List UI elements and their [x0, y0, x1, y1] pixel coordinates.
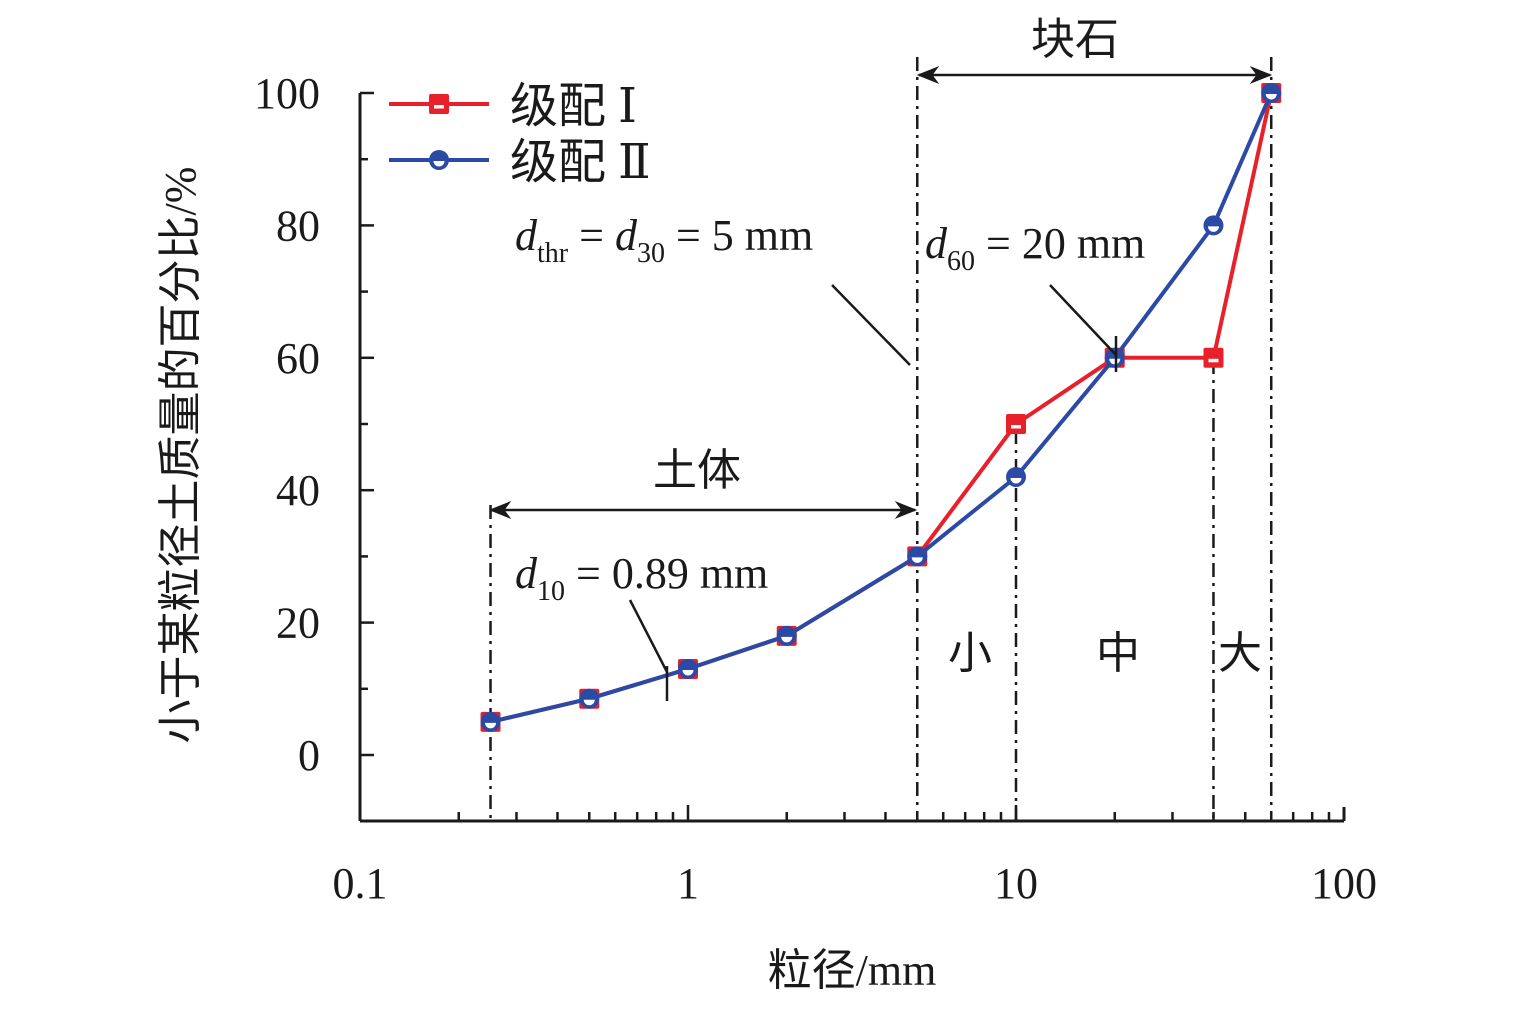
d10-leader [628, 599, 669, 673]
circle-marker-highlight [781, 636, 793, 643]
circle-marker [1104, 347, 1125, 368]
circle-marker-highlight [433, 161, 445, 167]
legend-item-1: 级配 Ⅰ [389, 80, 637, 133]
square-marker-highlight [1011, 425, 1021, 429]
soil-label: 土体 [653, 446, 741, 495]
y-axis-label: 小于某粒径土质量的百分比/% [156, 167, 205, 744]
x-tick-label: 0.1 [333, 859, 388, 908]
circle-marker [907, 546, 928, 567]
circle-marker-highlight [911, 557, 923, 563]
circle-marker-highlight [1109, 358, 1121, 365]
circle-marker [678, 658, 698, 679]
circle-marker-highlight [1207, 226, 1219, 232]
dthr-leader [831, 284, 911, 366]
square-marker [429, 94, 449, 114]
circle-marker [1261, 83, 1282, 103]
legend-label: 级配 Ⅰ [510, 80, 637, 133]
d60-annotation: d60 = 20 mm [925, 219, 1145, 277]
x-tick-label: 10 [994, 859, 1038, 908]
large-label: 大 [1218, 629, 1262, 678]
legend-label: 级配 Ⅱ [510, 136, 651, 189]
reference-lines [489, 57, 1273, 821]
square-marker-highlight [434, 105, 444, 109]
medium-label: 中 [1096, 629, 1140, 678]
d60-leader [1049, 284, 1117, 356]
series-2 [480, 83, 1282, 732]
circle-marker [579, 688, 600, 709]
y-tick-label: 100 [254, 69, 320, 118]
y-tick-label: 60 [276, 334, 320, 383]
circle-marker [776, 625, 797, 646]
series-group [480, 83, 1282, 732]
square-marker [1203, 347, 1224, 368]
circle-marker-highlight [583, 699, 595, 706]
circle-marker [429, 150, 449, 170]
y-tick-label: 80 [276, 201, 320, 250]
axes: 0.1 1 10 100 0 20 40 60 80 100 [254, 69, 1377, 908]
square-marker-highlight [1208, 358, 1219, 363]
circle-marker-highlight [1010, 477, 1022, 484]
circle-marker [1006, 466, 1026, 487]
circle-marker [1203, 215, 1224, 236]
y-tick-label: 40 [276, 466, 320, 515]
dthr-annotation: dthr = d30 = 5 mm [515, 211, 813, 269]
legend: 级配 Ⅰ级配 Ⅱ [389, 80, 651, 189]
x-axis-label: 粒径/mm [768, 946, 937, 995]
circle-marker-highlight [1265, 94, 1277, 100]
d10-annotation: d10 = 0.89 mm [515, 549, 768, 607]
small-label: 小 [948, 629, 992, 678]
circle-marker [480, 711, 501, 732]
x-tick-label: 1 [677, 859, 699, 908]
circle-marker-highlight [682, 669, 694, 676]
block-stone-label: 块石 [1031, 15, 1119, 64]
x-tick-label: 100 [1311, 859, 1377, 908]
circle-marker-highlight [485, 722, 497, 729]
y-tick-label: 20 [276, 599, 320, 648]
square-marker [1006, 414, 1026, 434]
legend-item-2: 级配 Ⅱ [389, 136, 651, 189]
y-tick-label: 0 [298, 731, 320, 780]
